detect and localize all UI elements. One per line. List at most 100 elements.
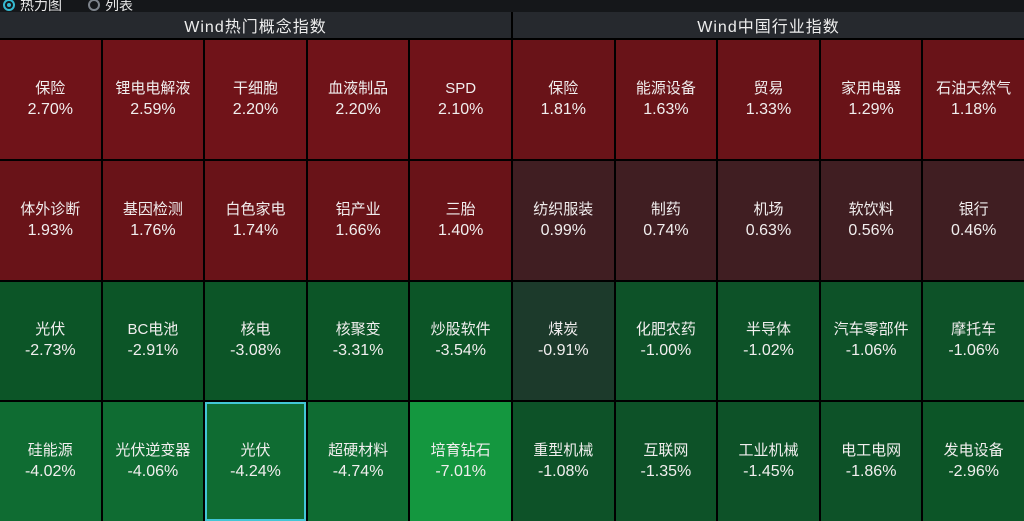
- heatmap-cell[interactable]: 重型机械 -1.08%: [513, 402, 614, 521]
- view-option-list[interactable]: 列表: [88, 0, 133, 12]
- cell-value: 1.74%: [232, 221, 279, 239]
- cell-label: 光伏: [35, 321, 66, 339]
- cell-value: -7.01%: [435, 463, 487, 481]
- heatmap-cell[interactable]: 煤炭 -0.91%: [513, 281, 614, 401]
- cell-label: 三胎: [445, 200, 476, 218]
- radio-row: 热力图 列表: [0, 0, 1024, 12]
- cell-value: 1.93%: [27, 221, 73, 239]
- view-option-heatmap[interactable]: 热力图: [3, 0, 62, 12]
- cell-label: 摩托车: [951, 321, 997, 339]
- heatmap-cell[interactable]: 汽车零部件 -1.06%: [820, 281, 922, 401]
- cell-value: 1.63%: [643, 100, 689, 118]
- cell-value: 1.33%: [745, 100, 792, 118]
- heatmap-cell[interactable]: 硅能源 -4.02%: [0, 402, 101, 521]
- heatmap-cell[interactable]: 制药 0.74%: [615, 160, 717, 280]
- heatmap-cell[interactable]: 软饮料 0.56%: [820, 160, 922, 280]
- cell-value: 2.20%: [335, 100, 381, 118]
- heatmap-cell[interactable]: 贸易 1.33%: [718, 40, 819, 159]
- cell-value: -1.45%: [743, 463, 794, 481]
- heatmap-cell[interactable]: 体外诊断 1.93%: [0, 160, 101, 280]
- cell-label: 培育钻石: [430, 442, 491, 460]
- cell-label: 发电设备: [943, 442, 1004, 460]
- heatmap-cell[interactable]: 互联网 -1.35%: [615, 402, 717, 521]
- heatmap-cell[interactable]: 干细胞 2.20%: [205, 40, 306, 159]
- heatmap-cell[interactable]: 白色家电 1.74%: [205, 160, 306, 280]
- heatmap-cell[interactable]: BC电池 -2.91%: [102, 281, 204, 401]
- heatmap-cell[interactable]: 保险 2.70%: [0, 40, 101, 159]
- heatmap-cell[interactable]: 工业机械 -1.45%: [718, 402, 819, 521]
- cell-label: 体外诊断: [20, 200, 81, 218]
- heatmap-cell[interactable]: 培育钻石 -7.01%: [410, 402, 511, 521]
- cell-label: 锂电电解液: [115, 79, 191, 97]
- heatmap-grid: 保险 1.81% 能源设备 1.63% 贸易 1.33% 家用电器 1.29% 石油天然气 1.1…: [513, 38, 1024, 521]
- heatmap-cell[interactable]: 保险 1.81%: [513, 40, 614, 159]
- heatmap-cell[interactable]: 化肥农药 -1.00%: [615, 281, 717, 401]
- view-option-list-label: 列表: [105, 0, 133, 12]
- heatmap-cell[interactable]: 石油天然气 1.18%: [923, 40, 1024, 159]
- cell-value: -1.35%: [640, 463, 692, 481]
- panel-title: Wind中国行业指数: [513, 12, 1024, 38]
- cell-label: 核电: [240, 321, 271, 339]
- cell-label: 贸易: [753, 79, 784, 97]
- cell-label: 铝产业: [335, 200, 381, 218]
- heatmap-grid: 保险 2.70% 锂电电解液 2.59% 干细胞 2.20% 血液制品 2.20% SPD 2.1…: [0, 38, 511, 521]
- cell-label: 电工电网: [841, 442, 902, 460]
- cell-label: 保险: [548, 79, 579, 97]
- cell-label: BC电池: [127, 321, 179, 339]
- cell-value: 1.40%: [438, 221, 484, 239]
- cell-value: 1.29%: [848, 100, 894, 118]
- heatmap-cell[interactable]: 银行 0.46%: [923, 160, 1024, 280]
- heatmap-cell[interactable]: 电工电网 -1.86%: [820, 402, 922, 521]
- panel-industry-indices: Wind中国行业指数 保险 1.81% 能源设备 1.63% 贸易 1.33% 家用电器 1.…: [513, 12, 1024, 521]
- heatmap-cell[interactable]: 锂电电解液 2.59%: [102, 40, 204, 159]
- cell-label: 炒股软件: [430, 321, 491, 339]
- cell-label: 硅能源: [27, 442, 73, 460]
- cell-value: 1.81%: [540, 100, 586, 118]
- heatmap-cell[interactable]: 光伏逆变器 -4.06%: [102, 402, 204, 521]
- cell-value: 1.18%: [951, 100, 997, 118]
- cell-label: 重型机械: [533, 442, 594, 460]
- heatmap-cell[interactable]: 核电 -3.08%: [205, 281, 306, 401]
- cell-value: -3.54%: [435, 342, 487, 360]
- cell-label: 核聚变: [335, 321, 381, 339]
- cell-value: -1.00%: [640, 342, 692, 360]
- cell-value: -1.06%: [845, 342, 897, 360]
- cell-label: 纺织服装: [533, 200, 594, 218]
- heatmap-cell[interactable]: 光伏 -2.73%: [0, 281, 101, 401]
- panel-title: Wind热门概念指数: [0, 12, 511, 38]
- cell-label: 银行: [958, 200, 989, 218]
- heatmap-cell[interactable]: 家用电器 1.29%: [820, 40, 922, 159]
- panel-concept-indices: Wind热门概念指数 保险 2.70% 锂电电解液 2.59% 干细胞 2.20% 血液制品…: [0, 12, 511, 521]
- heatmap-panels: Wind热门概念指数 保险 2.70% 锂电电解液 2.59% 干细胞 2.20% 血液制品…: [0, 12, 1024, 521]
- cell-value: -4.74%: [332, 463, 384, 481]
- cell-label: 白色家电: [225, 200, 286, 218]
- cell-value: -4.06%: [127, 463, 179, 481]
- cell-value: -1.02%: [743, 342, 794, 360]
- cell-value: 0.63%: [745, 221, 792, 239]
- heatmap-cell[interactable]: 炒股软件 -3.54%: [410, 281, 511, 401]
- heatmap-cell[interactable]: 摩托车 -1.06%: [923, 281, 1024, 401]
- heatmap-cell[interactable]: 能源设备 1.63%: [615, 40, 717, 159]
- heatmap-cell[interactable]: 基因检测 1.76%: [102, 160, 204, 280]
- heatmap-cell-selected[interactable]: 光伏 -4.24%: [205, 402, 306, 521]
- heatmap-cell[interactable]: 三胎 1.40%: [410, 160, 511, 280]
- heatmap-cell[interactable]: 核聚变 -3.31%: [307, 281, 409, 401]
- cell-label: 制药: [650, 200, 681, 218]
- heatmap-cell[interactable]: 超硬材料 -4.74%: [307, 402, 409, 521]
- heatmap-cell[interactable]: 铝产业 1.66%: [307, 160, 409, 280]
- heatmap-cell[interactable]: 半导体 -1.02%: [718, 281, 819, 401]
- cell-label: 血液制品: [328, 79, 389, 97]
- cell-value: -2.96%: [948, 463, 1000, 481]
- cell-value: -2.91%: [127, 342, 179, 360]
- cell-label: 石油天然气: [936, 79, 1012, 97]
- heatmap-cell[interactable]: SPD 2.10%: [410, 40, 511, 159]
- heatmap-cell[interactable]: 血液制品 2.20%: [307, 40, 409, 159]
- heatmap-cell[interactable]: 纺织服装 0.99%: [513, 160, 614, 280]
- cell-value: -1.86%: [845, 463, 897, 481]
- heatmap-cell[interactable]: 发电设备 -2.96%: [923, 402, 1024, 521]
- heatmap-cell[interactable]: 机场 0.63%: [718, 160, 819, 280]
- cell-label: 家用电器: [841, 79, 902, 97]
- cell-value: 0.46%: [951, 221, 997, 239]
- cell-value: -4.24%: [230, 463, 281, 481]
- cell-value: -0.91%: [537, 342, 589, 360]
